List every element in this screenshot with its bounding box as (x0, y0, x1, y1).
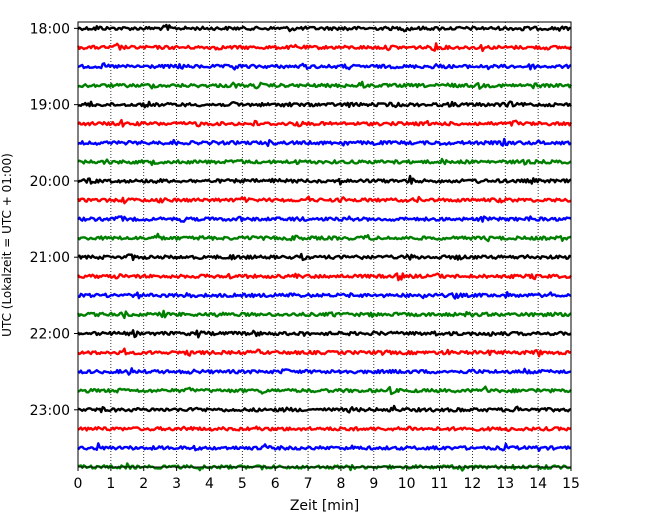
x-tick-label: 7 (304, 476, 313, 492)
x-tick-label: 11 (431, 476, 449, 492)
y-tick-label: 18:00 (30, 21, 70, 37)
seismic-trace-1930 (77, 137, 572, 147)
x-tick-label: 14 (529, 476, 547, 492)
seismic-trace-2115 (77, 272, 572, 282)
y-tick-label: 22:00 (30, 327, 70, 343)
seismic-trace-1815 (76, 42, 573, 53)
x-tick-label: 10 (398, 476, 416, 492)
x-axis: 0 1 2 3 4 5 6 7 8 9 10 11 12 13 14 15 (74, 467, 580, 492)
x-tick-label: 4 (205, 476, 214, 492)
x-axis-title: Zeit [min] (290, 498, 359, 514)
seismic-trace-1845 (77, 80, 573, 90)
grid-layer (110, 22, 539, 467)
seismic-trace-1800 (77, 23, 572, 33)
y-tick-label: 23:00 (30, 403, 70, 419)
y-axis-title: UTC (Lokalzeit = UTC + 01:00) (0, 153, 14, 337)
plot-frame (77, 21, 572, 468)
seismic-trace-2045 (77, 232, 572, 243)
seismic-trace-2230 (77, 367, 572, 376)
x-tick-label: 15 (562, 476, 580, 492)
seismic-trace-2000 (77, 174, 572, 186)
seismic-trace-1945 (77, 157, 572, 167)
y-tick-label: 19:00 (30, 98, 70, 114)
seismic-trace-2100 (77, 252, 572, 262)
seismic-trace-1915 (77, 118, 573, 128)
x-tick-label: 1 (106, 476, 115, 492)
seismic-trace-2315 (77, 425, 572, 433)
x-tick-label: 0 (74, 476, 83, 492)
seismic-trace-2300 (78, 404, 572, 414)
seismic-trace-2030 (77, 215, 572, 223)
x-tick-label: 12 (463, 476, 481, 492)
x-tick-label: 5 (238, 476, 247, 492)
seismic-trace-2015 (76, 195, 572, 205)
x-tick-label: 3 (172, 476, 181, 492)
seismic-trace-2145 (76, 309, 572, 320)
x-tick-label: 2 (139, 476, 148, 492)
seismic-trace-1900 (77, 100, 572, 109)
trace-layer (76, 23, 573, 472)
seismic-trace-2215 (77, 347, 572, 358)
seismic-trace-2130 (77, 291, 572, 300)
x-tick-label: 13 (496, 476, 514, 492)
x-tick-label: 9 (369, 476, 378, 492)
seismic-trace-2330 (77, 442, 572, 452)
y-tick-label: 20:00 (30, 174, 70, 190)
y-axis: 18:00 19:00 20:00 21:00 22:00 23:00 (30, 21, 78, 419)
y-tick-label: 21:00 (30, 250, 70, 266)
seismic-trace-1830 (77, 62, 572, 71)
seismic-trace-2245 (77, 385, 572, 396)
x-tick-label: 6 (271, 476, 280, 492)
x-tick-label: 8 (336, 476, 345, 492)
seismic-trace-2200 (77, 329, 572, 339)
